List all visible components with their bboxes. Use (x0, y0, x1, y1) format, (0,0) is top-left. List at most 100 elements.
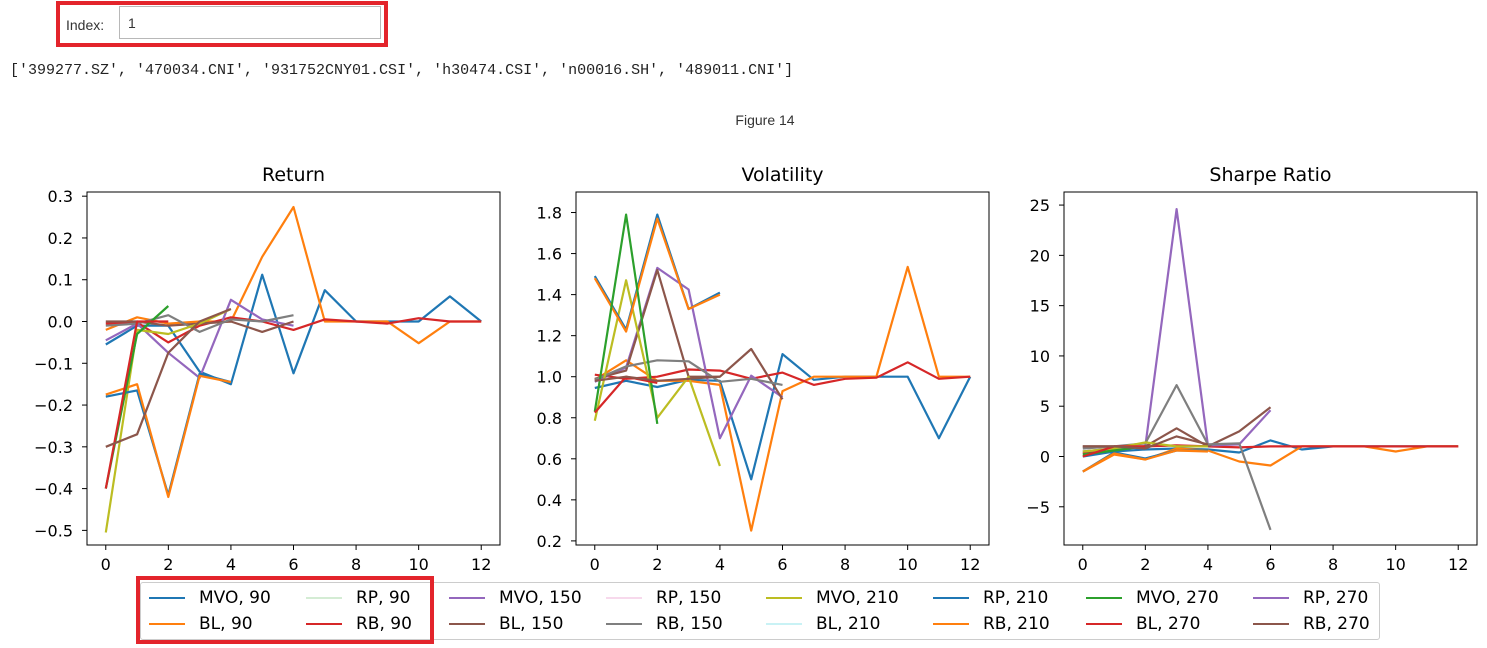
x-tick-label: 0 (590, 555, 600, 574)
legend-swatch (606, 597, 642, 599)
legend-swatch (1086, 597, 1122, 599)
chart-3: Sharpe Ratio 0 2 4 6 8 10 12 25 20 15 10 5 0 −5 (1026, 164, 1478, 574)
legend-label: RP, 270 (1303, 588, 1369, 608)
legend-item: BL, 270 (1086, 613, 1200, 635)
legend-label: RB, 270 (1303, 614, 1370, 634)
legend-swatch (606, 623, 642, 625)
legend-label: RP, 150 (656, 588, 722, 608)
x-tick-label: 0 (1078, 555, 1088, 574)
x-tick-label: 12 (960, 555, 980, 574)
axes-frame (86, 191, 501, 546)
legend-item: BL, 210 (766, 613, 880, 635)
legend-item: RB, 150 (606, 613, 723, 635)
legend-item: MVO, 210 (766, 587, 899, 609)
y-tick-label: 1.0 (537, 368, 562, 387)
legend-item: MVO, 90 (149, 587, 271, 609)
legend-item: RB, 270 (1253, 613, 1370, 635)
y-tick-label: 0.3 (48, 187, 73, 206)
legend-label: RB, 90 (356, 614, 412, 634)
x-tick-label: 6 (777, 555, 787, 574)
legend-label: BL, 270 (1136, 614, 1201, 634)
legend-label: MVO, 90 (199, 588, 271, 608)
y-tick-label: 10 (1030, 347, 1050, 366)
legend-label: RP, 90 (356, 588, 411, 608)
y-tick-label: −5 (1026, 498, 1050, 517)
legend-label: RB, 150 (656, 614, 723, 634)
chart-title: Return (262, 164, 325, 186)
legend-label: MVO, 210 (816, 588, 899, 608)
figure: Return 0 2 4 6 8 10 12 0.3 0.2 0.1 0.0 −0.1 −0.2 −0.3 −… (34, 164, 1478, 574)
series-line-rb-90 (594, 361, 971, 386)
axes-frame (1063, 191, 1478, 546)
y-tick-label: 0.0 (48, 313, 73, 332)
legend-highlight (136, 576, 434, 644)
legend-swatch (149, 597, 185, 599)
chart-title: Volatility (741, 164, 823, 186)
y-tick-label: 0.6 (537, 450, 562, 469)
x-tick-label: 2 (652, 555, 662, 574)
x-tick-label: 10 (408, 555, 428, 574)
y-tick-label: 0.8 (537, 409, 562, 428)
series-line-mvo-150 (1082, 208, 1272, 453)
index-input[interactable] (119, 6, 381, 39)
x-tick-label: 2 (163, 555, 173, 574)
legend-swatch (1253, 597, 1289, 599)
legend-item: MVO, 150 (449, 587, 582, 609)
x-tick-label: 4 (1203, 555, 1213, 574)
legend-label: BL, 210 (816, 614, 881, 634)
legend: MVO, 90 BL, 90 RP, 90 RB, 90 MVO, 150 BL, 150… (140, 582, 1380, 640)
chart-1: Return 0 2 4 6 8 10 12 0.3 0.2 0.1 0.0 −0.1 −0.2 −0.3 −… (34, 164, 501, 574)
series-line-rb-270 (594, 375, 720, 382)
x-tick-label: 2 (1140, 555, 1150, 574)
figure-label: Figure 14 (735, 112, 795, 128)
series-line-rb-150 (1082, 384, 1272, 531)
legend-swatch (766, 597, 802, 599)
y-tick-label: −0.5 (34, 521, 73, 540)
x-tick-label: 12 (471, 555, 491, 574)
x-tick-label: 6 (288, 555, 298, 574)
legend-item: RB, 90 (306, 613, 412, 635)
legend-item: RP, 90 (306, 587, 411, 609)
y-tick-label: 5 (1040, 397, 1050, 416)
x-tick-label: 8 (840, 555, 850, 574)
y-tick-label: −0.3 (34, 438, 73, 457)
x-tick-label: 12 (1448, 555, 1468, 574)
chart-title: Sharpe Ratio (1209, 164, 1331, 186)
legend-label: BL, 150 (499, 614, 564, 634)
series-line-mvo-90 (594, 353, 972, 481)
series-line-bl-90 (105, 205, 482, 345)
series-line-mvo-210 (104, 308, 232, 533)
legend-swatch (449, 597, 485, 599)
legend-label: BL, 90 (199, 614, 253, 634)
y-tick-label: 0.4 (537, 491, 562, 510)
legend-label: MVO, 270 (1136, 588, 1219, 608)
y-tick-label: 1.6 (537, 245, 562, 264)
legend-swatch (1253, 623, 1289, 625)
legend-item: RB, 210 (933, 613, 1050, 635)
legend-swatch (1086, 623, 1122, 625)
legend-label: MVO, 150 (499, 588, 582, 608)
x-tick-label: 8 (1328, 555, 1338, 574)
x-tick-label: 8 (351, 555, 361, 574)
x-tick-label: 6 (1265, 555, 1275, 574)
y-tick-label: 20 (1030, 246, 1050, 265)
y-tick-label: 15 (1030, 297, 1050, 316)
legend-swatch (306, 623, 342, 625)
series-line-rb-210 (593, 217, 721, 333)
y-tick-label: 1.2 (537, 327, 562, 346)
series-group (1082, 208, 1459, 531)
legend-item: RP, 270 (1253, 587, 1368, 609)
code-output: ['399277.SZ', '470034.CNI', '931752CNY01… (10, 62, 794, 79)
legend-swatch (149, 623, 185, 625)
legend-swatch (449, 623, 485, 625)
y-tick-label: 0 (1040, 447, 1050, 466)
x-tick-label: 10 (1385, 555, 1405, 574)
series-group (593, 213, 972, 532)
series-line-mvo-270 (593, 213, 659, 425)
series-group (104, 205, 482, 533)
series-line-rb-90 (105, 316, 482, 344)
index-label: Index: (66, 17, 105, 33)
y-tick-label: 1.8 (537, 204, 562, 223)
x-tick-label: 4 (226, 555, 236, 574)
series-line-rb-270 (1082, 435, 1209, 450)
